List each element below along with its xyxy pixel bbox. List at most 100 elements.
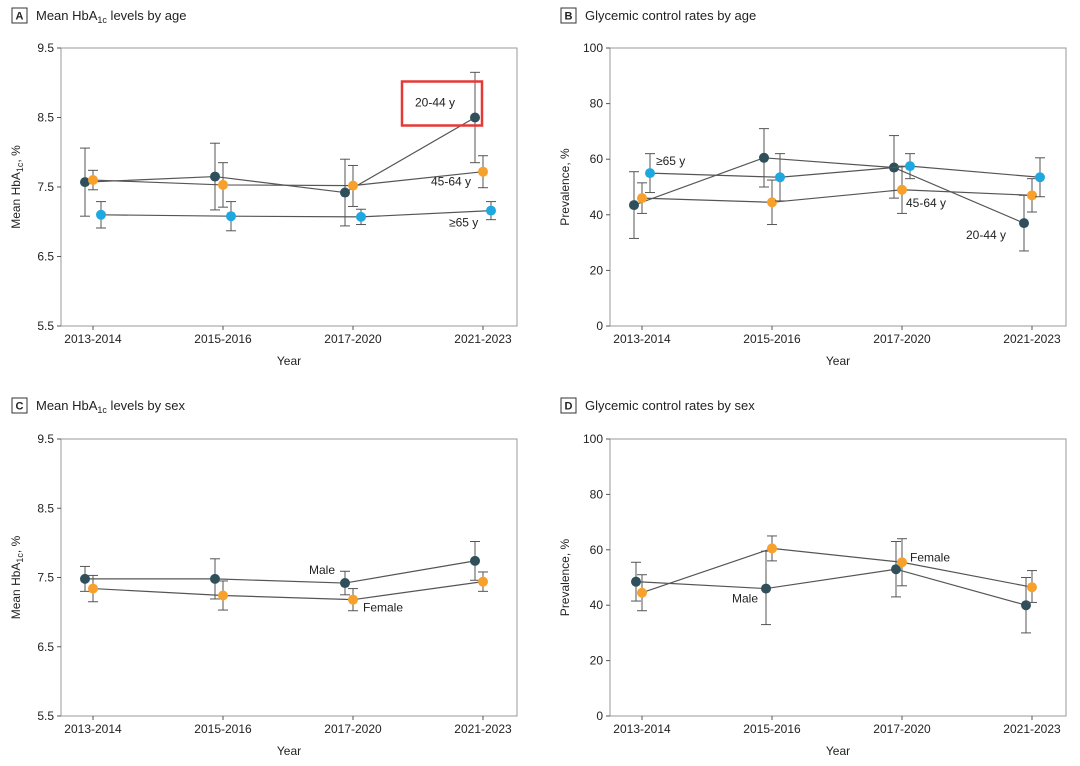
data-point [761, 583, 771, 594]
series-annotation: 45-64 y [431, 175, 471, 189]
y-tick-label: 5.5 [37, 709, 54, 723]
series-annotation: ≥65 y [656, 154, 685, 168]
series-20-44-y [80, 71, 480, 227]
series--65-y [645, 153, 1045, 202]
chart-title: Glycemic control rates by sex [585, 398, 755, 413]
series-annotation: Male [732, 592, 758, 606]
data-point [631, 576, 641, 587]
x-axis-label: Year [277, 744, 301, 758]
series-annotation: Female [363, 601, 403, 615]
data-point [218, 590, 228, 601]
x-axis-label: Year [826, 354, 850, 368]
series-line [84, 116, 476, 194]
x-axis-label: Year [826, 744, 850, 758]
data-point [1035, 172, 1045, 183]
x-tick-label: 2017-2020 [873, 722, 931, 736]
chart-panel-d: D Glycemic control rates by sex 0 20 40 60 80 1… [558, 397, 1067, 758]
panel-letter: B [565, 11, 573, 23]
series-line [85, 560, 476, 584]
data-point [645, 168, 655, 179]
data-point [226, 211, 236, 222]
series-line [100, 210, 492, 218]
highlight-box [400, 80, 484, 127]
data-point [88, 583, 98, 594]
panel-letter-box [11, 7, 28, 24]
y-tick-label: 20 [590, 263, 604, 277]
data-point [897, 184, 907, 195]
y-tick-label: 6.5 [37, 250, 54, 264]
series-annotation: 45-64 y [906, 196, 946, 210]
data-point [348, 180, 358, 191]
series-annotation: Female [910, 550, 950, 564]
panel-letter: C [16, 401, 24, 413]
data-point [478, 576, 488, 587]
y-tick-label: 40 [590, 598, 604, 612]
y-tick-label: 0 [596, 319, 603, 333]
data-point [891, 564, 901, 575]
y-tick-label: 8.5 [37, 111, 54, 125]
data-point [637, 193, 647, 204]
series-line [649, 165, 1041, 178]
plot-frame [609, 47, 1067, 327]
y-tick-label: 6.5 [37, 640, 54, 654]
x-tick-label: 2015-2016 [194, 332, 252, 346]
y-tick-label: 7.5 [37, 180, 54, 194]
data-point [767, 543, 777, 554]
y-tick-label: 9.5 [37, 41, 54, 55]
data-point [80, 573, 90, 584]
y-tick-label: 9.5 [37, 432, 54, 446]
data-point [1019, 218, 1029, 229]
data-point [905, 161, 915, 172]
y-tick-label: 40 [590, 208, 604, 222]
y-axis-label: Mean HbA1c, % [9, 145, 25, 229]
data-point [637, 587, 647, 598]
data-point [340, 578, 350, 589]
series-45-64-y [88, 155, 488, 208]
series-male [631, 540, 1031, 634]
plot-frame [60, 438, 518, 717]
data-point [340, 187, 350, 198]
data-point [470, 555, 480, 566]
plot-frame [609, 438, 1067, 717]
series-annotation: Male [309, 563, 335, 577]
data-point [210, 171, 220, 182]
x-tick-label: 2013-2014 [64, 722, 122, 736]
data-point [897, 557, 907, 568]
data-point [629, 200, 639, 211]
data-point [775, 172, 785, 183]
chart-title: Mean HbA1c levels by sex [36, 398, 185, 415]
series--65-y [96, 201, 496, 232]
data-point [470, 112, 480, 123]
data-point [348, 594, 358, 605]
x-tick-label: 2013-2014 [613, 332, 671, 346]
series-line [92, 581, 484, 601]
data-point [1027, 582, 1037, 593]
panel-letter-box [560, 7, 577, 24]
panel-letter: A [16, 11, 24, 23]
series-line [635, 568, 1027, 606]
x-tick-label: 2013-2014 [613, 722, 671, 736]
chart-panel-c: C Mean HbA1c levels by sex 5.5 6.5 7.5 8.5 9.5… [9, 397, 518, 758]
panel-letter: D [565, 401, 573, 413]
x-tick-label: 2017-2020 [324, 332, 382, 346]
data-point [759, 152, 769, 163]
data-point [96, 209, 106, 220]
data-point [88, 175, 98, 186]
x-tick-label: 2017-2020 [324, 722, 382, 736]
series-20-44-y [629, 128, 1029, 252]
x-axis-label: Year [277, 354, 301, 368]
x-tick-label: 2021-2023 [454, 722, 512, 736]
y-tick-label: 5.5 [37, 319, 54, 333]
series-female [637, 535, 1037, 612]
series-female [88, 571, 488, 612]
y-tick-label: 80 [590, 97, 604, 111]
series-annotation: ≥65 y [449, 216, 478, 230]
y-axis-label: Prevalence, % [558, 148, 572, 226]
y-axis-label: Mean HbA1c, % [9, 535, 25, 619]
x-tick-label: 2017-2020 [873, 332, 931, 346]
y-tick-label: 20 [590, 654, 604, 668]
series-line [641, 189, 1033, 203]
data-point [210, 573, 220, 584]
x-tick-label: 2015-2016 [743, 332, 801, 346]
